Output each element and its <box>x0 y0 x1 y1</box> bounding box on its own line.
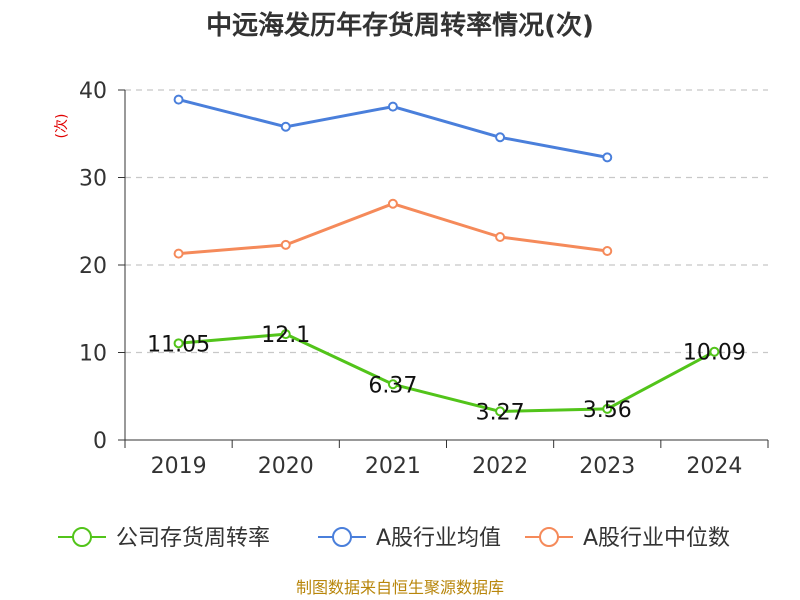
data-point <box>173 338 184 349</box>
legend-label: 公司存货周转率 <box>116 526 270 551</box>
series-group <box>173 94 720 417</box>
y-tick-label: 10 <box>79 342 107 367</box>
data-point <box>387 101 398 112</box>
legend: 公司存货周转率 A股行业均值 A股行业中位数 <box>58 526 730 551</box>
chart-title: 中远海发历年存货周转率情况(次) <box>206 10 594 41</box>
y-axis-label: (次) <box>54 114 70 139</box>
data-point <box>495 232 506 242</box>
data-point <box>709 346 720 357</box>
data-label: 3.56 <box>583 398 632 423</box>
data-point <box>280 239 291 250</box>
data-point <box>387 379 398 390</box>
data-point <box>173 94 184 105</box>
data-label: 10.09 <box>683 341 746 366</box>
data-point <box>602 152 613 163</box>
data-label: 3.27 <box>476 400 525 425</box>
series-line-0 <box>178 332 716 413</box>
source-note: 制图数据来自恒生聚源数据库 <box>296 578 504 597</box>
x-tick-label: 2024 <box>686 454 742 479</box>
data-label: 11.05 <box>147 332 210 357</box>
data-label: 12.1 <box>261 323 310 348</box>
data-point <box>495 132 506 143</box>
gridlines <box>125 89 768 354</box>
series-line-2 <box>178 202 608 256</box>
data-label: 6.37 <box>368 373 417 398</box>
data-point <box>387 198 398 209</box>
y-tick-label: 0 <box>93 429 107 454</box>
legend-label: A股行业中位数 <box>583 526 730 551</box>
x-tick-label: 2022 <box>472 454 528 479</box>
x-tick-label: 2019 <box>151 454 207 479</box>
y-tick-label: 30 <box>79 167 107 192</box>
axes: 0 10 20 30 40 2019 2020 2021 2022 2023 2024 <box>79 79 769 479</box>
data-point <box>602 403 613 414</box>
data-point <box>602 246 613 256</box>
data-labels: 11.05 12.1 6.37 3.27 3.56 10.09 <box>147 323 746 425</box>
data-point <box>280 329 291 340</box>
y-tick-label: 40 <box>79 79 107 104</box>
data-point <box>173 248 184 259</box>
x-tick-label: 2020 <box>258 454 314 479</box>
legend-label: A股行业均值 <box>376 526 501 551</box>
x-tick-label: 2023 <box>579 454 635 479</box>
data-point <box>495 406 506 417</box>
y-tick-label: 20 <box>79 254 107 279</box>
legend-marker <box>72 527 92 547</box>
legend-marker <box>539 527 559 547</box>
legend-marker <box>332 527 352 547</box>
x-tick-label: 2021 <box>365 454 421 479</box>
data-point <box>280 121 291 132</box>
